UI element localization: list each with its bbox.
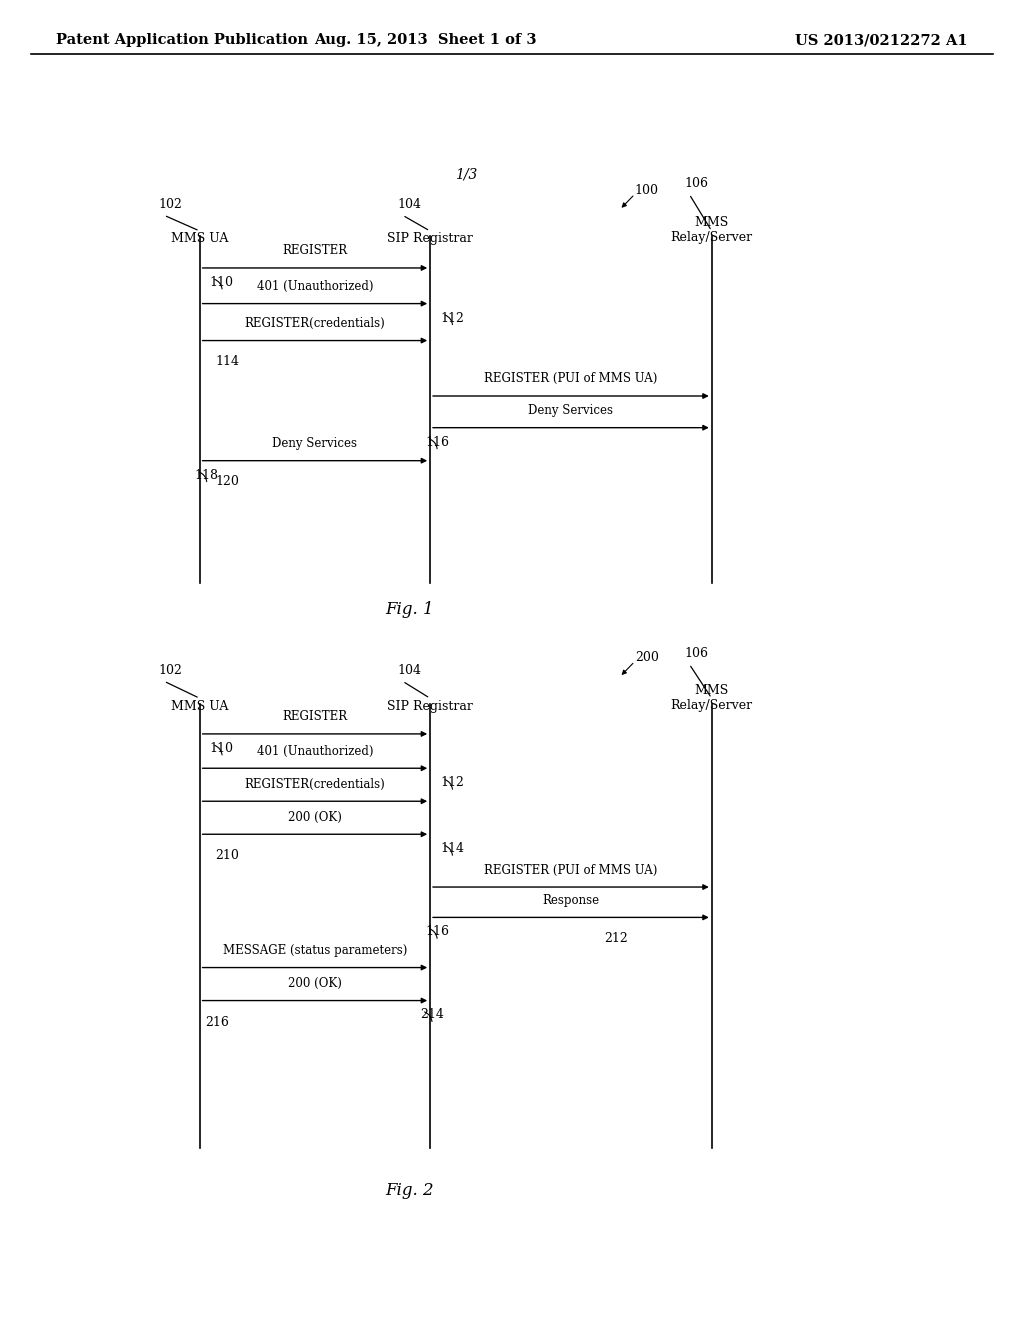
Text: Fig. 2: Fig. 2 [385, 1183, 434, 1199]
Text: 102: 102 [159, 664, 182, 677]
Text: Deny Services: Deny Services [272, 437, 357, 450]
Text: 401 (Unauthorized): 401 (Unauthorized) [257, 280, 373, 293]
Text: 120: 120 [215, 475, 239, 488]
Text: 110: 110 [210, 742, 233, 755]
Text: REGISTER: REGISTER [283, 244, 347, 257]
Text: 110: 110 [210, 276, 233, 289]
Text: REGISTER: REGISTER [283, 710, 347, 723]
Text: 118: 118 [195, 469, 218, 482]
Text: Deny Services: Deny Services [528, 404, 613, 417]
Text: REGISTER(credentials): REGISTER(credentials) [245, 777, 385, 791]
Text: MMS
Relay/Server: MMS Relay/Server [671, 684, 753, 711]
Text: Response: Response [543, 894, 599, 907]
Text: 114: 114 [215, 355, 239, 368]
Text: MMS UA: MMS UA [171, 232, 228, 246]
Text: 112: 112 [440, 312, 464, 325]
Text: 104: 104 [397, 198, 421, 211]
Text: MMS UA: MMS UA [171, 700, 228, 713]
Text: 214: 214 [420, 1008, 443, 1022]
Text: 106: 106 [684, 647, 708, 660]
Text: 1/3: 1/3 [455, 168, 477, 181]
Text: 106: 106 [684, 177, 708, 190]
Text: MMS
Relay/Server: MMS Relay/Server [671, 216, 753, 244]
Text: 114: 114 [440, 842, 464, 855]
Text: 200 (OK): 200 (OK) [288, 977, 342, 990]
Text: 116: 116 [425, 925, 449, 939]
Text: 112: 112 [440, 776, 464, 789]
Text: 210: 210 [215, 849, 239, 862]
Text: Fig. 1: Fig. 1 [385, 602, 434, 618]
Text: Aug. 15, 2013  Sheet 1 of 3: Aug. 15, 2013 Sheet 1 of 3 [313, 33, 537, 48]
Text: 116: 116 [425, 436, 449, 449]
Text: SIP Registrar: SIP Registrar [387, 232, 473, 246]
Text: REGISTER (PUI of MMS UA): REGISTER (PUI of MMS UA) [484, 372, 657, 385]
Text: 100: 100 [635, 183, 658, 197]
Text: MESSAGE (status parameters): MESSAGE (status parameters) [222, 944, 408, 957]
Text: 102: 102 [159, 198, 182, 211]
Text: REGISTER (PUI of MMS UA): REGISTER (PUI of MMS UA) [484, 863, 657, 876]
Text: 212: 212 [604, 932, 628, 945]
Text: 401 (Unauthorized): 401 (Unauthorized) [257, 744, 373, 758]
Text: 200: 200 [635, 651, 658, 664]
Text: REGISTER(credentials): REGISTER(credentials) [245, 317, 385, 330]
Text: 200 (OK): 200 (OK) [288, 810, 342, 824]
Text: 216: 216 [205, 1016, 228, 1030]
Text: 104: 104 [397, 664, 421, 677]
Text: SIP Registrar: SIP Registrar [387, 700, 473, 713]
Text: Patent Application Publication: Patent Application Publication [56, 33, 308, 48]
Text: US 2013/0212272 A1: US 2013/0212272 A1 [795, 33, 968, 48]
